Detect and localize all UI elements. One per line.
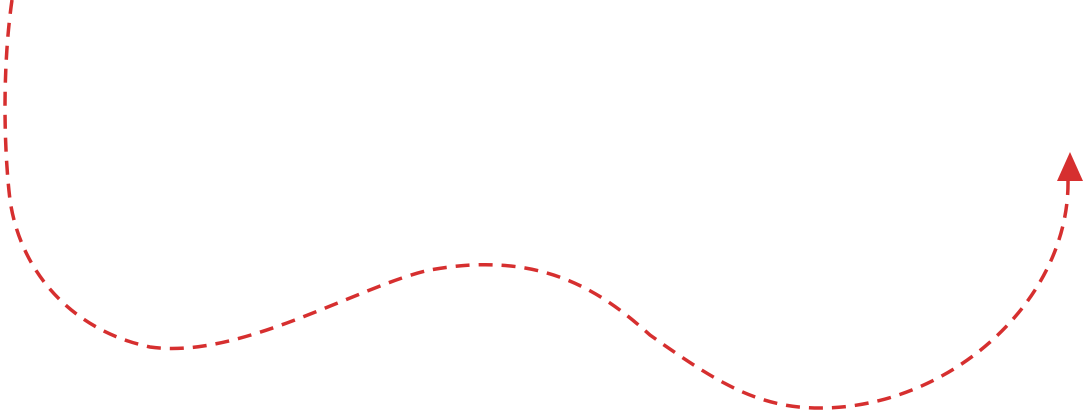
arrowhead-icon	[1057, 152, 1083, 181]
dashed-curve-line	[3, 0, 1070, 410]
